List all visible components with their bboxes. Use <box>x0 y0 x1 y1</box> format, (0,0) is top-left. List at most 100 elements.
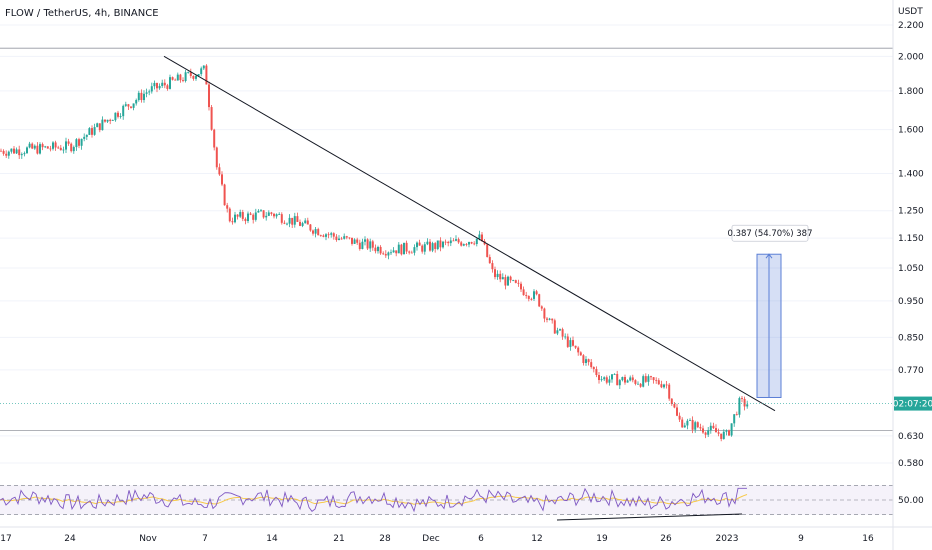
candle <box>462 243 465 247</box>
y-tick-label: 1.400 <box>898 169 924 179</box>
candle <box>33 144 36 150</box>
candle <box>202 65 205 70</box>
y-tick-label: 1.800 <box>898 87 924 97</box>
candle <box>457 237 460 244</box>
candle-body <box>106 119 109 122</box>
candle <box>624 374 626 385</box>
candle <box>0 148 2 152</box>
candle-body <box>462 244 465 246</box>
candle-body <box>254 212 257 220</box>
candle <box>306 217 309 225</box>
candle-body <box>577 347 580 353</box>
candle-body <box>80 138 83 146</box>
candle <box>132 103 135 111</box>
candle-body <box>725 430 728 432</box>
candle-body <box>670 398 673 405</box>
candle-body <box>26 147 28 154</box>
candle-body <box>247 213 249 222</box>
candle <box>148 89 151 96</box>
candle <box>273 212 275 219</box>
measure-tool[interactable]: 0.387 (54.70%) 387 <box>727 224 813 398</box>
candle-body <box>574 345 577 348</box>
candle <box>436 240 439 251</box>
candle <box>530 297 533 301</box>
candle-body <box>358 242 361 249</box>
candle <box>18 145 21 159</box>
candle-body <box>304 220 307 224</box>
candle <box>475 238 478 247</box>
candle <box>215 146 218 170</box>
candle <box>15 147 18 155</box>
candle-body <box>176 74 179 81</box>
candle-body <box>686 420 689 426</box>
candle-body <box>429 241 431 251</box>
candle-body <box>208 84 210 108</box>
candle-body <box>400 244 403 255</box>
candle-body <box>291 217 294 225</box>
candle-body <box>507 276 509 286</box>
candle-body <box>553 320 556 334</box>
candle-body <box>15 149 18 154</box>
candle-body <box>150 86 153 92</box>
candle <box>546 316 548 323</box>
candle-body <box>512 280 515 281</box>
candle <box>423 241 426 255</box>
candle <box>413 244 416 256</box>
candle <box>171 76 174 81</box>
candle-body <box>340 238 343 240</box>
candle-body <box>371 241 374 248</box>
candle-body <box>387 252 390 256</box>
candle-body <box>356 239 359 243</box>
candle-body <box>561 329 564 337</box>
candle <box>161 79 164 88</box>
x-tick-label: 17 <box>0 534 11 544</box>
candle-body <box>122 105 125 117</box>
candle-body <box>637 383 639 385</box>
rsi-divergence-line <box>556 513 743 521</box>
candle-body <box>283 222 286 224</box>
candle <box>241 209 244 222</box>
candle-body <box>234 214 236 223</box>
candle-body <box>431 243 434 251</box>
candle-body <box>556 330 559 334</box>
candle-body <box>114 112 117 121</box>
candle-body <box>182 80 184 81</box>
candle <box>57 145 60 149</box>
y-tick-label: 1.250 <box>898 207 924 217</box>
candle <box>626 379 629 383</box>
candle <box>119 113 122 119</box>
candle <box>642 374 645 388</box>
candle <box>226 202 229 213</box>
candle <box>275 213 278 219</box>
candle <box>330 231 333 238</box>
candle <box>426 238 429 246</box>
y-tick-label: 2.200 <box>898 21 924 31</box>
candle <box>169 74 171 90</box>
candle-body <box>330 233 333 235</box>
candle <box>28 141 31 149</box>
candle <box>213 128 216 151</box>
candle-body <box>88 128 91 135</box>
candle <box>681 417 684 428</box>
candle <box>223 183 226 206</box>
candle-body <box>249 213 252 215</box>
candle-body <box>608 379 611 383</box>
candle-body <box>696 422 699 428</box>
candle-body <box>262 210 265 218</box>
candle <box>31 142 34 150</box>
candle-body <box>434 243 437 249</box>
candle <box>405 240 408 254</box>
candle <box>145 88 148 98</box>
candle-body <box>470 242 473 244</box>
candle <box>403 242 405 255</box>
candle <box>488 254 491 264</box>
price-grid <box>0 24 893 464</box>
candle <box>548 317 551 321</box>
candle <box>65 137 67 153</box>
trend-line[interactable] <box>163 55 776 412</box>
candle-body <box>345 236 348 238</box>
candle-body <box>28 143 31 148</box>
candle-body <box>715 428 717 433</box>
candle-body <box>509 276 512 281</box>
